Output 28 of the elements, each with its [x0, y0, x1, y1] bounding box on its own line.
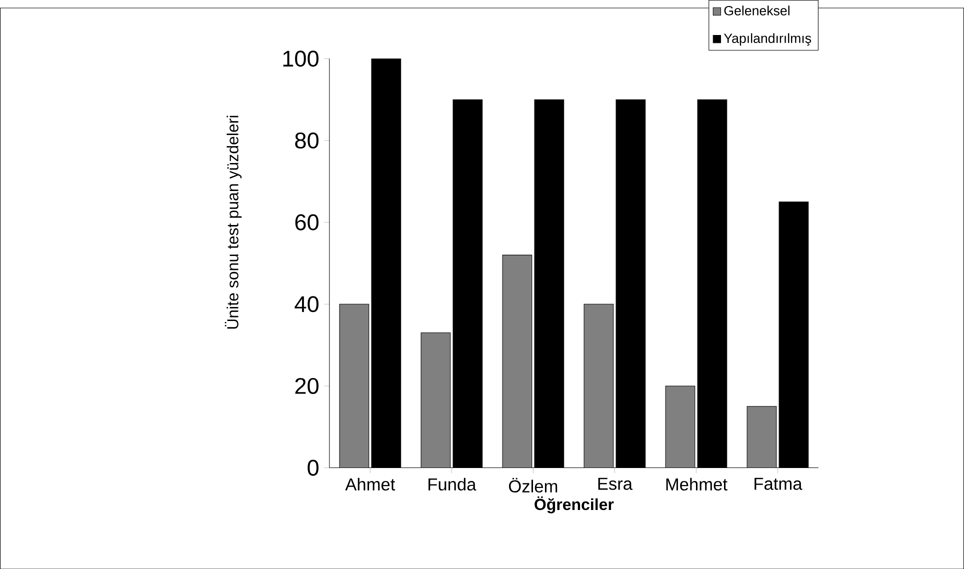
y-tick-label: 80: [295, 132, 319, 148]
bar: [534, 99, 564, 468]
bar: [502, 254, 532, 468]
x-tick-label: Fatma: [754, 478, 802, 490]
bar: [697, 99, 728, 468]
x-tick-label: Funda: [428, 478, 476, 490]
y-tick-label: 100: [283, 50, 318, 67]
y-tick-label: 40: [294, 296, 319, 312]
bar: [616, 99, 646, 468]
x-tick-label: Özlem: [508, 478, 558, 492]
x-tick-label: Ahmet: [345, 478, 396, 490]
y-tick-label: 0: [308, 460, 319, 476]
legend-label: Yapılandırılmış: [724, 33, 812, 46]
bar: [584, 304, 614, 468]
legend-label: Geleneksel: [724, 5, 790, 16]
bar: [746, 406, 777, 468]
bar: [420, 332, 451, 468]
x-tick-label: Mehmet: [666, 478, 728, 490]
x-axis-title: Öğrenciler: [534, 496, 614, 514]
y-tick-label: 60: [295, 214, 319, 230]
bar: [665, 386, 696, 468]
y-tick-label: 20: [295, 378, 319, 394]
bar: [778, 201, 809, 468]
y-axis-title: Ünite sonu test puan yüzdeleri: [224, 116, 242, 328]
bar: [452, 99, 483, 468]
bar: [371, 58, 402, 468]
bar: [339, 304, 370, 468]
x-tick-label: Esra: [598, 478, 633, 490]
